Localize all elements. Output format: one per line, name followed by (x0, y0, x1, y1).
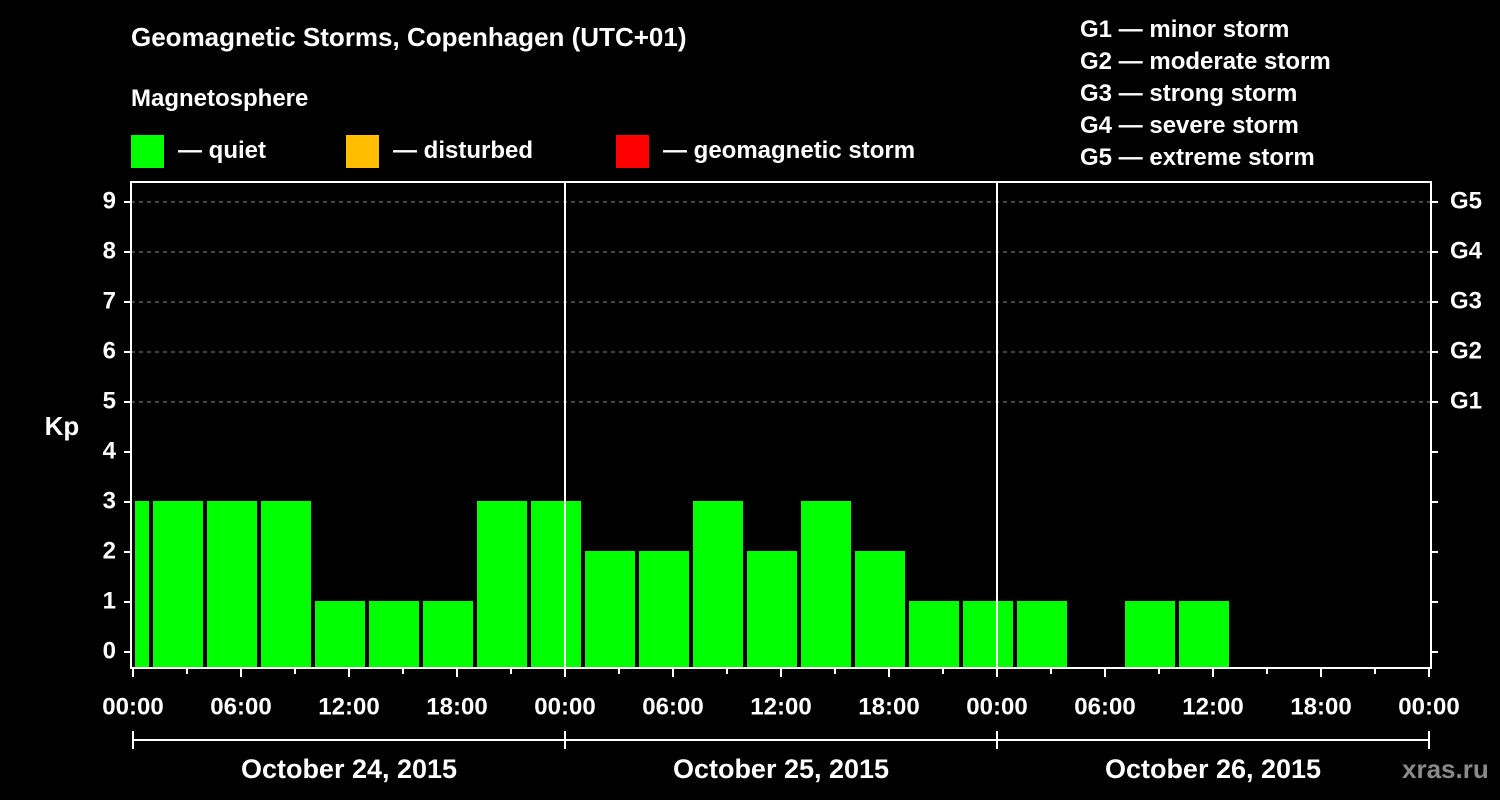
kp-bar-17 (1017, 601, 1067, 668)
y-tick-label-5: 5 (103, 387, 116, 414)
date-label-1: October 25, 2015 (673, 754, 889, 784)
kp-bar-18 (1125, 601, 1175, 668)
x-tick-label-11: 18:00 (1290, 693, 1351, 720)
legend-quiet-swatch (131, 134, 164, 168)
legend-quiet: — quiet (131, 134, 266, 168)
chart-title: Geomagnetic Storms, Copenhagen (UTC+01) (131, 22, 687, 52)
storm-scale-g2: G2 — moderate storm (1080, 48, 1331, 75)
x-tick-label-9: 06:00 (1074, 693, 1135, 720)
kp-bar-3 (261, 501, 311, 668)
kp-bar-6 (423, 601, 473, 668)
watermark: xras.ru (1402, 754, 1489, 784)
y-tick-label-7: 7 (103, 287, 116, 314)
legend-quiet-label: — quiet (178, 137, 266, 164)
kp-bar-13 (801, 501, 851, 668)
kp-bar-11 (693, 501, 743, 668)
chart-subtitle: Magnetosphere (131, 85, 309, 112)
x-tick-label-0: 00:00 (102, 693, 163, 720)
x-tick-label-4: 00:00 (534, 693, 595, 720)
y-tick-label-2: 2 (103, 537, 116, 564)
kp-bar-14 (855, 551, 905, 668)
legend-storm-swatch (616, 134, 649, 168)
kp-bar-0 (135, 501, 149, 668)
y-tick-label-6: 6 (103, 337, 116, 364)
storm-level-label-G2: G2 (1450, 337, 1482, 364)
x-tick-label-1: 06:00 (210, 693, 271, 720)
legend-storm-label: — geomagnetic storm (663, 137, 916, 164)
storm-level-label-G3: G3 (1450, 287, 1482, 314)
storm-scale-g3: G3 — strong storm (1080, 80, 1298, 107)
y-tick-label-3: 3 (103, 487, 116, 514)
y-tick-label-1: 1 (103, 587, 116, 614)
legend-disturbed-swatch (346, 134, 379, 168)
storm-level-label-G5: G5 (1450, 187, 1482, 214)
kp-bar-10 (639, 551, 689, 668)
storm-level-label-G1: G1 (1450, 387, 1482, 414)
storm-scale-legend: G1 — minor storm G2 — moderate storm G3 … (1080, 14, 1331, 174)
x-tick-label-3: 18:00 (426, 693, 487, 720)
x-tick-label-2: 12:00 (318, 693, 379, 720)
y-tick-label-9: 9 (103, 187, 116, 214)
y-axis-label: Kp (45, 411, 80, 441)
kp-bar-15 (909, 601, 959, 668)
storm-scale-g5: G5 — extreme storm (1080, 144, 1315, 171)
kp-bar-5 (369, 601, 419, 668)
legend-disturbed: — disturbed (346, 134, 533, 168)
kp-bar-19 (1179, 601, 1229, 668)
x-tick-label-7: 18:00 (858, 693, 919, 720)
x-tick-label-8: 00:00 (966, 693, 1027, 720)
y-tick-label-8: 8 (103, 237, 116, 264)
date-label-0: October 24, 2015 (241, 754, 457, 784)
kp-bar-7 (477, 501, 527, 668)
storm-scale-g1: G1 — minor storm (1080, 16, 1290, 43)
kp-bar-4 (315, 601, 365, 668)
kp-bar-12 (747, 551, 797, 668)
date-label-2: October 26, 2015 (1105, 754, 1321, 784)
legend-storm: — geomagnetic storm (616, 134, 915, 168)
kp-bar-1 (153, 501, 203, 668)
x-tick-label-6: 12:00 (750, 693, 811, 720)
y-tick-label-4: 4 (103, 437, 117, 464)
y-tick-label-0: 0 (103, 637, 116, 664)
storm-scale-g4: G4 — severe storm (1080, 112, 1299, 139)
x-tick-label-5: 06:00 (642, 693, 703, 720)
storm-level-label-G4: G4 (1450, 237, 1483, 264)
kp-bar-8 (531, 501, 581, 668)
kp-bar-2 (207, 501, 257, 668)
x-tick-label-10: 12:00 (1182, 693, 1243, 720)
kp-bar-16 (963, 601, 1013, 668)
x-tick-label-12: 00:00 (1398, 693, 1459, 720)
legend-disturbed-label: — disturbed (393, 137, 534, 164)
kp-bar-9 (585, 551, 635, 668)
